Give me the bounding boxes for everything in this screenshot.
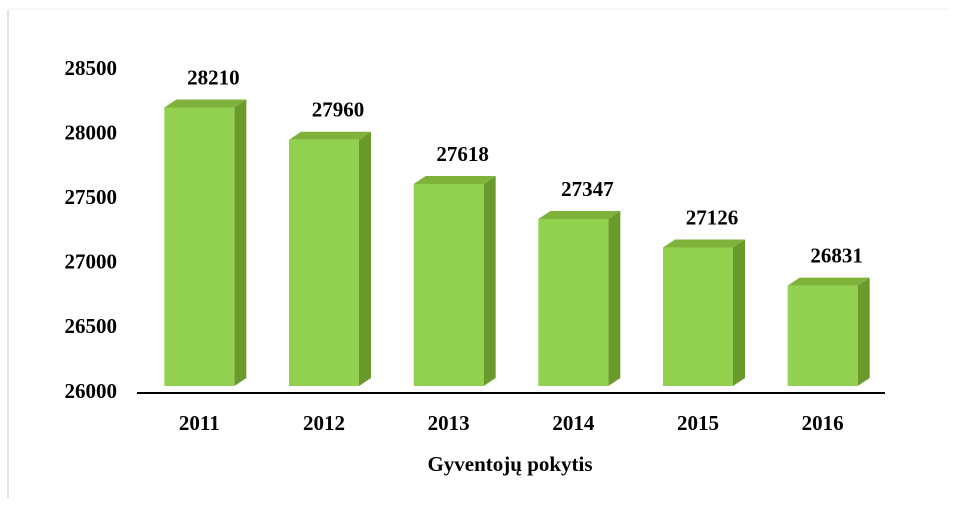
bar-top xyxy=(663,239,745,248)
y-tick-label: 27000 xyxy=(65,250,118,274)
value-label: 28210 xyxy=(187,65,240,89)
x-tick-label: 2011 xyxy=(179,411,220,435)
y-tick-label: 28000 xyxy=(65,120,118,144)
x-axis-label: Gyventojų pokytis xyxy=(427,452,592,476)
bar-front xyxy=(289,139,359,386)
bar-side xyxy=(857,277,870,386)
value-label: 27618 xyxy=(436,142,489,166)
bar-front xyxy=(413,183,484,386)
bar-front xyxy=(787,285,858,386)
bar-front xyxy=(164,107,235,386)
bar-front xyxy=(538,218,609,386)
value-label: 27126 xyxy=(686,205,739,229)
x-tick-label: 2012 xyxy=(303,411,345,435)
y-tick-label: 26500 xyxy=(65,314,118,338)
bar xyxy=(538,210,621,386)
bar xyxy=(289,131,371,386)
x-tick-label: 2013 xyxy=(428,411,470,435)
x-tick-label: 2015 xyxy=(677,411,719,435)
y-tick-label: 28500 xyxy=(65,56,118,80)
bar xyxy=(663,239,745,386)
bar-top xyxy=(787,277,870,286)
bar-front xyxy=(663,247,733,386)
bar-top xyxy=(538,210,621,219)
bar-side xyxy=(483,175,496,386)
y-tick-label: 27500 xyxy=(65,185,118,209)
value-label: 27960 xyxy=(312,98,365,122)
value-label: 26831 xyxy=(810,243,863,267)
bar-side xyxy=(608,210,621,386)
bar-top xyxy=(289,131,371,140)
x-tick-label: 2016 xyxy=(802,411,844,435)
bar xyxy=(413,175,496,386)
y-tick-label: 26000 xyxy=(65,379,118,403)
bar xyxy=(787,277,870,386)
x-tick-label: 2014 xyxy=(552,411,595,435)
value-label: 27347 xyxy=(561,177,614,201)
bar-side xyxy=(234,99,247,386)
bar-top xyxy=(413,175,496,184)
bar-side xyxy=(359,131,371,386)
bar xyxy=(164,99,247,386)
bar-top xyxy=(164,99,247,108)
bar-side xyxy=(733,239,745,386)
